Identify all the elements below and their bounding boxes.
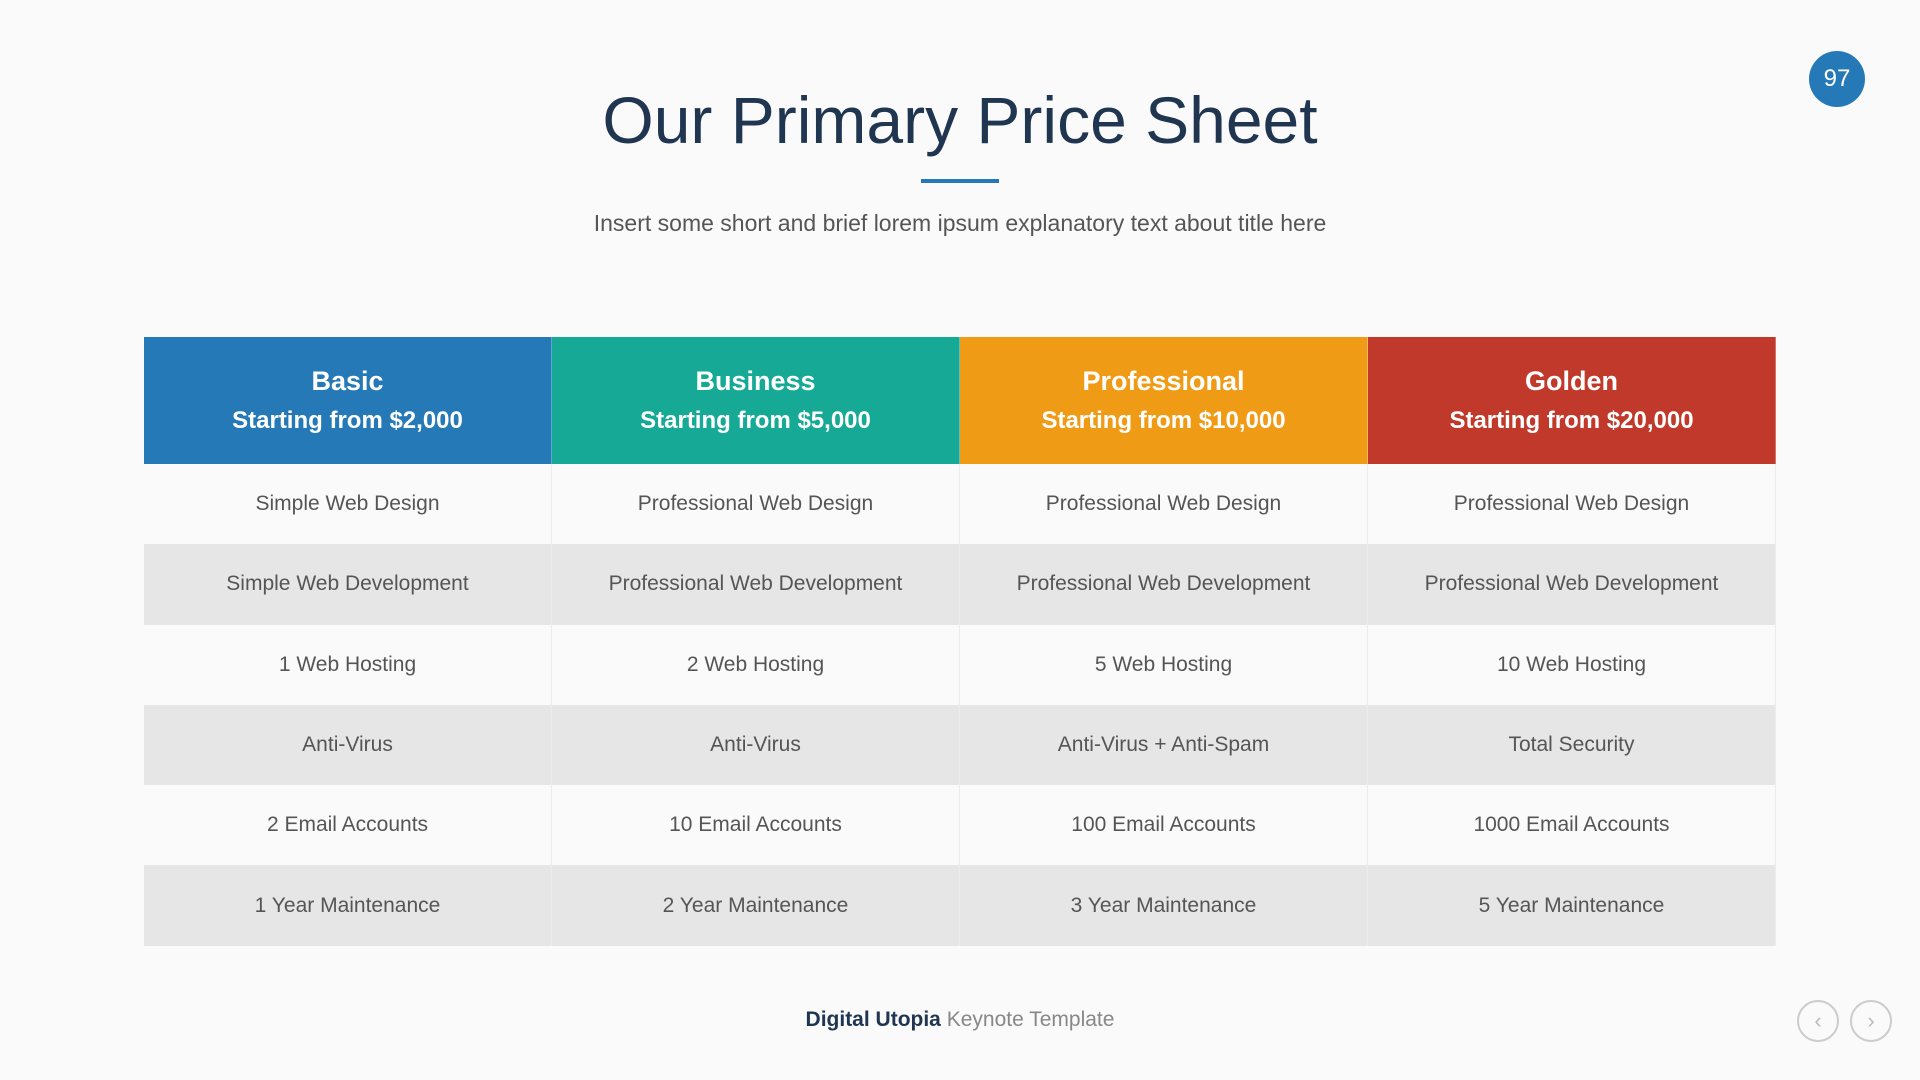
footer-brand: Digital Utopia bbox=[805, 1008, 941, 1031]
feature-cell: 2 Web Hosting bbox=[552, 624, 960, 705]
feature-cell: 100 Email Accounts bbox=[960, 785, 1368, 866]
plan-price: Starting from $5,000 bbox=[640, 407, 871, 434]
table-row: Simple Web Design Professional Web Design… bbox=[144, 464, 1776, 545]
table-row: 1 Web Hosting 2 Web Hosting 5 Web Hosting 1… bbox=[144, 624, 1776, 705]
next-slide-button[interactable]: › bbox=[1850, 1000, 1892, 1042]
feature-cell: 5 Web Hosting bbox=[960, 624, 1368, 705]
plan-price: Starting from $20,000 bbox=[1449, 407, 1694, 434]
feature-cell: Professional Web Development bbox=[1368, 544, 1776, 625]
plan-name: Golden bbox=[1525, 366, 1618, 396]
feature-cell: Professional Web Development bbox=[552, 544, 960, 625]
plan-header-golden: Golden Starting from $20,000 bbox=[1368, 337, 1776, 464]
page-title: Our Primary Price Sheet bbox=[602, 83, 1318, 157]
feature-cell: Professional Web Design bbox=[960, 464, 1368, 545]
plan-name: Business bbox=[695, 366, 816, 396]
feature-cell: Anti-Virus + Anti-Spam bbox=[960, 704, 1368, 786]
plan-header-professional: Professional Starting from $10,000 bbox=[960, 337, 1368, 464]
chevron-left-icon: ‹ bbox=[1814, 1008, 1822, 1033]
feature-cell: 5 Year Maintenance bbox=[1368, 865, 1776, 946]
feature-cell: Professional Web Design bbox=[552, 464, 960, 545]
price-table: Basic Starting from $2,000 Business Startin… bbox=[144, 337, 1776, 946]
feature-cell: 1 Web Hosting bbox=[144, 624, 552, 705]
feature-cell: 1000 Email Accounts bbox=[1368, 785, 1776, 866]
feature-cell: 10 Web Hosting bbox=[1368, 624, 1776, 705]
feature-cell: Anti-Virus bbox=[144, 704, 552, 786]
plan-name: Basic bbox=[311, 366, 384, 396]
footer-text: Keynote Template bbox=[946, 1008, 1115, 1031]
subtitle: Insert some short and brief lorem ipsum … bbox=[593, 210, 1327, 236]
table-row: 2 Email Accounts 10 Email Accounts 100 Ema… bbox=[144, 785, 1776, 866]
feature-cell: 2 Email Accounts bbox=[144, 785, 552, 866]
table-row: 1 Year Maintenance 2 Year Maintenance 3 Ye… bbox=[144, 865, 1776, 946]
table-row: Anti-Virus Anti-Virus Anti-Virus + Anti-Sp… bbox=[144, 704, 1776, 786]
feature-cell: Simple Web Design bbox=[144, 464, 552, 545]
plan-header-basic: Basic Starting from $2,000 bbox=[144, 337, 552, 464]
footer: Digital Utopia Keynote Template bbox=[0, 1008, 1920, 1032]
feature-cell: Professional Web Development bbox=[960, 544, 1368, 625]
feature-cell: Total Security bbox=[1368, 704, 1776, 786]
plan-price: Starting from $2,000 bbox=[232, 407, 463, 434]
feature-cell: Anti-Virus bbox=[552, 704, 960, 786]
feature-cell: Simple Web Development bbox=[144, 544, 552, 625]
feature-cell: 3 Year Maintenance bbox=[960, 865, 1368, 946]
feature-cell: 1 Year Maintenance bbox=[144, 865, 552, 946]
plan-name: Professional bbox=[1082, 366, 1245, 396]
table-row: Simple Web Development Professional Web D… bbox=[144, 544, 1776, 625]
slide-number-badge: 97 bbox=[1809, 51, 1865, 107]
feature-cell: Professional Web Design bbox=[1368, 464, 1776, 545]
table-header: Basic Starting from $2,000 Business Startin… bbox=[144, 337, 1776, 464]
feature-cell: 10 Email Accounts bbox=[552, 785, 960, 866]
plan-header-business: Business Starting from $5,000 bbox=[552, 337, 960, 464]
feature-cell: 2 Year Maintenance bbox=[552, 865, 960, 946]
chevron-right-icon: › bbox=[1867, 1008, 1875, 1033]
plan-price: Starting from $10,000 bbox=[1041, 407, 1286, 434]
prev-slide-button[interactable]: ‹ bbox=[1797, 1000, 1839, 1042]
title-underline bbox=[921, 179, 999, 183]
